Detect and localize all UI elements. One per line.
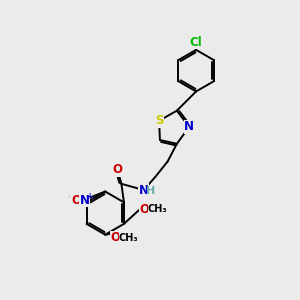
Text: +: + — [86, 192, 92, 201]
Text: Cl: Cl — [190, 36, 202, 49]
Text: H: H — [146, 186, 155, 196]
Text: -: - — [68, 193, 72, 202]
Text: O: O — [110, 231, 120, 244]
Text: CH₃: CH₃ — [148, 204, 167, 214]
Text: N: N — [184, 120, 194, 134]
Text: N: N — [139, 184, 149, 196]
Text: O: O — [112, 164, 123, 176]
Text: N: N — [80, 194, 89, 206]
Text: CH₃: CH₃ — [118, 233, 138, 243]
Text: O: O — [71, 194, 81, 206]
Text: S: S — [155, 114, 164, 127]
Text: O: O — [140, 203, 149, 216]
